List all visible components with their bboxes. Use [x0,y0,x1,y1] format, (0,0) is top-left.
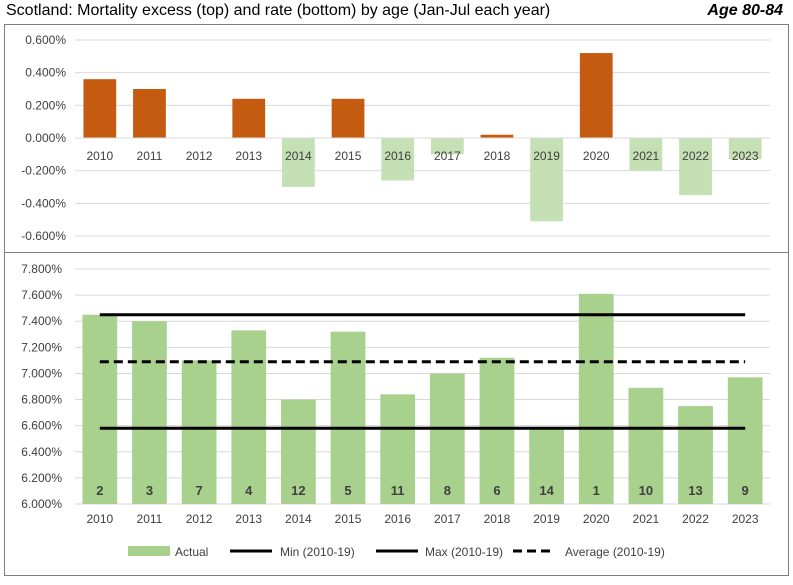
rank-label: 4 [245,483,253,498]
top-y-tick-label: 0.000% [25,131,66,145]
excess-bar [282,138,315,187]
bottom-x-tick-label: 2013 [235,512,262,526]
bottom-x-tick-label: 2021 [633,512,660,526]
actual-bar [529,428,564,504]
top-x-tick-label: 2013 [235,149,262,163]
top-y-tick-label: -0.200% [21,164,66,178]
top-y-tick-label: -0.400% [21,196,66,210]
excess-bar [83,79,117,138]
excess-bar [133,89,166,138]
rank-label: 12 [291,483,305,498]
rank-label: 6 [493,483,500,498]
excess-bar [430,138,464,155]
bottom-x-tick-label: 2020 [583,512,610,526]
legend-label-line: Min (2010-19) [280,545,355,559]
rank-label: 2 [96,483,103,498]
legend-label-actual: Actual [175,545,208,559]
top-x-tick-label: 2012 [186,149,213,163]
excess-bar [232,98,266,138]
rank-label: 8 [444,483,451,498]
bottom-x-tick-label: 2022 [682,512,709,526]
actual-bar [429,373,465,504]
top-x-tick-label: 2010 [86,149,113,163]
top-x-tick-label: 2017 [434,149,461,163]
actual-bar [380,394,416,504]
excess-bar [381,138,415,181]
actual-bar [82,314,118,504]
rank-label: 9 [742,483,749,498]
actual-bar [678,406,713,504]
actual-bar [479,357,515,504]
bottom-y-tick-label: 7.200% [21,340,62,354]
rank-label: 1 [593,483,600,498]
page-title: Scotland: Mortality excess (top) and rat… [6,2,551,19]
bottom-x-tick-label: 2018 [484,512,511,526]
rank-label: 11 [391,483,405,498]
bottom-x-tick-label: 2023 [732,512,759,526]
excess-bar [579,53,613,138]
bottom-x-tick-label: 2015 [335,512,362,526]
excess-bar [530,138,563,222]
top-y-tick-label: 0.600% [25,33,66,47]
rank-label: 13 [688,483,702,498]
legend-label-line: Max (2010-19) [425,545,503,559]
actual-bar [132,321,167,504]
bottom-y-tick-label: 6.200% [21,471,62,485]
bottom-y-tick-label: 6.000% [21,497,62,511]
top-x-tick-label: 2020 [583,149,610,163]
actual-bar [628,387,664,504]
actual-bar [330,331,366,504]
rank-label: 14 [539,483,554,498]
top-y-tick-label: -0.600% [21,229,66,243]
top-x-tick-label: 2018 [484,149,511,163]
excess-bar [331,98,365,138]
excess-bar [679,138,712,196]
bottom-panel-frame [4,252,789,576]
bottom-x-tick-label: 2010 [86,512,113,526]
actual-bar [181,360,217,504]
actual-bar [281,399,316,504]
bottom-y-tick-label: 7.000% [21,366,62,380]
age-group-badge: Age 80-84 [707,2,783,19]
legend-swatch-actual [128,546,170,556]
bottom-x-tick-label: 2012 [186,512,213,526]
legend-label-line: Average (2010-19) [565,545,665,559]
actual-bar [727,377,763,504]
bottom-y-tick-label: 7.600% [21,288,62,302]
bottom-x-tick-label: 2017 [434,512,461,526]
bottom-y-tick-label: 6.600% [21,419,62,433]
top-x-tick-label: 2016 [384,149,411,163]
rank-label: 3 [146,483,153,498]
bottom-x-tick-label: 2014 [285,512,312,526]
excess-bar [480,134,514,138]
excess-bar [728,138,762,160]
rank-label: 5 [344,483,351,498]
top-x-tick-label: 2011 [137,149,163,163]
top-x-tick-label: 2022 [682,149,709,163]
bottom-y-tick-label: 7.800% [21,262,62,276]
bottom-x-tick-label: 2019 [533,512,560,526]
top-x-tick-label: 2015 [335,149,362,163]
excess-bar [629,138,663,171]
actual-bar [231,330,267,504]
rank-label: 10 [639,483,653,498]
top-x-tick-label: 2021 [633,149,660,163]
top-y-tick-label: 0.400% [25,66,66,80]
rank-label: 7 [195,483,202,498]
actual-bar [578,293,614,504]
bottom-x-tick-label: 2011 [137,512,163,526]
bottom-x-tick-label: 2016 [384,512,411,526]
top-x-tick-label: 2014 [285,149,312,163]
top-y-tick-label: 0.200% [25,98,66,112]
top-x-tick-label: 2023 [732,149,759,163]
top-x-tick-label: 2019 [533,149,560,163]
bottom-y-tick-label: 7.400% [21,314,62,328]
bottom-y-tick-label: 6.800% [21,393,62,407]
bottom-y-tick-label: 6.400% [21,445,62,459]
